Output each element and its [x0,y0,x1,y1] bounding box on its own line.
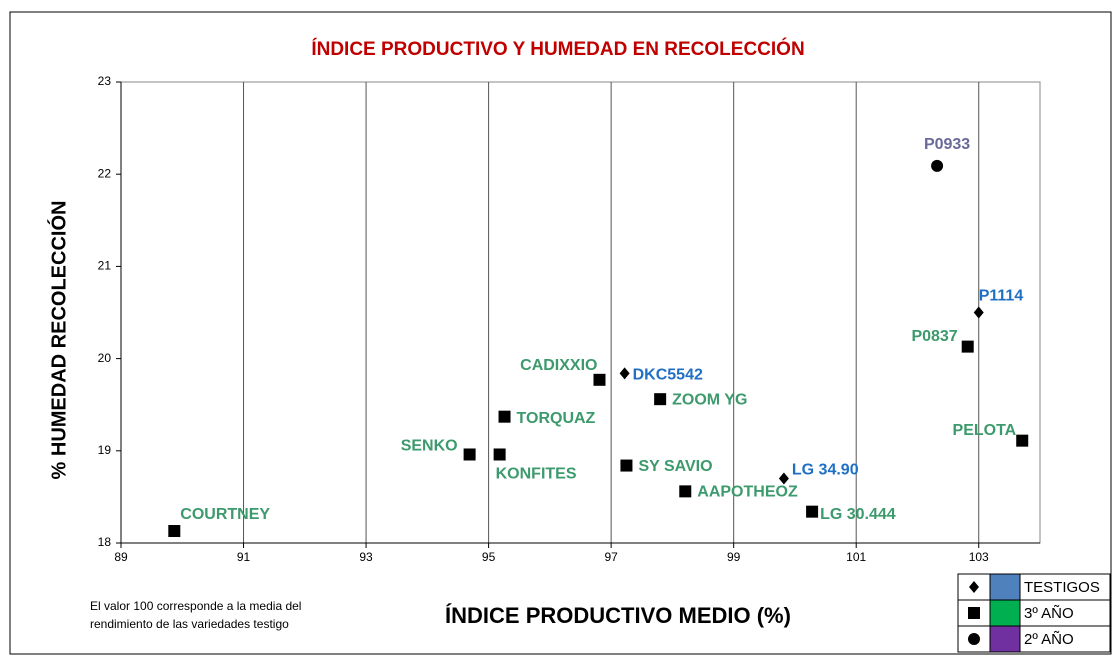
point [778,472,789,485]
y-tick-label: 20 [98,351,112,365]
point [679,485,692,498]
note: rendimiento de las variedades testigo [90,617,289,631]
point-label: LG 30.444 [820,506,896,523]
x-axis-label: ÍNDICE PRODUCTIVO MEDIO (%) [445,603,791,628]
legend-cell [1019,573,1111,601]
legend-marker [969,581,979,593]
y-tick-label: 19 [98,443,112,457]
y-axis-label: % HUMEDAD RECOLECCIÓN [46,201,70,480]
y-tick-label: 18 [98,535,112,549]
point [168,525,181,538]
point-label: CADIXXIO [520,357,597,374]
point-label: P0837 [911,328,957,345]
point [620,459,633,472]
y-tick-label: 22 [98,166,112,180]
legend-swatch [989,625,1021,653]
legend-label: 3º AÑO [1024,605,1074,622]
chart-title: ÍNDICE PRODUCTIVO Y HUMEDAD EN RECOLECCI… [311,38,804,60]
y-tick-label: 23 [98,74,112,88]
point [1016,434,1029,447]
x-tick-label: 97 [604,550,618,564]
point-label: DKC5542 [633,367,703,384]
x-tick-label: 101 [846,550,866,564]
point [619,367,630,380]
point-label: COURTNEY [180,506,270,523]
legend-swatch [989,599,1021,627]
point-label: P1114 [979,288,1024,305]
x-tick-label: 103 [969,550,989,564]
point-label: TORQUAZ [517,410,596,427]
point-label: PELOTA [953,422,1017,439]
point [806,505,819,518]
legend-label: 2º AÑO [1024,631,1074,648]
point-label: P0933 [924,136,970,153]
legend-swatch [989,573,1021,601]
x-tick-label: 95 [482,550,496,564]
point-label: LG 34.90 [792,462,859,479]
point-label: KONFITES [496,466,577,483]
legend-label: TESTIGOS [1024,579,1100,596]
point [463,448,476,461]
point-label: SENKO [401,438,458,455]
x-tick-label: 91 [237,550,251,564]
point [493,448,506,461]
note: El valor 100 corresponde a la media del [90,599,301,613]
point-label: ZOOM YG [672,391,747,408]
y-tick-label: 21 [98,259,112,273]
point [931,159,944,172]
legend-cell [1019,599,1111,627]
point [973,306,984,319]
point [654,393,667,406]
point [593,373,606,386]
legend-cell [1019,625,1111,653]
x-tick-label: 89 [114,550,128,564]
point-label: SY SAVIO [638,458,712,475]
point-label: AAPOTHEOZ [697,484,798,501]
chart-frame [9,11,1112,655]
legend-marker [968,607,980,619]
point [961,340,974,353]
x-tick-label: 99 [727,550,741,564]
legend-marker [968,633,980,645]
x-tick-label: 93 [359,550,373,564]
point [498,410,511,423]
